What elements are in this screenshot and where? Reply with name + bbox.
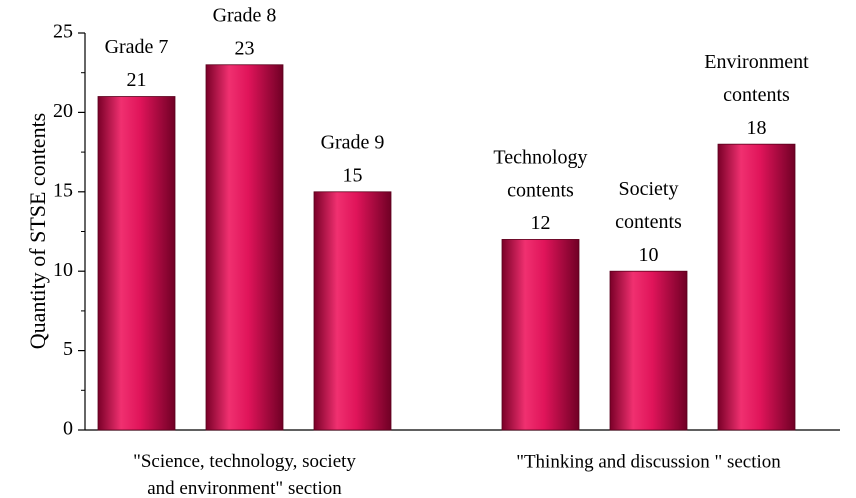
value-label: 10 — [639, 244, 659, 266]
bar — [205, 64, 284, 431]
group-label: "Thinking and discussion " section — [516, 451, 781, 472]
y-tick-label: 10 — [53, 259, 73, 281]
bar-name: Environment contents — [704, 51, 809, 106]
bar — [97, 96, 176, 431]
value-label: 15 — [343, 164, 363, 186]
bar-name: Grade 8 — [213, 4, 277, 26]
y-tick-label: 20 — [53, 100, 73, 122]
value-label: 23 — [235, 37, 255, 59]
y-tick-label: 5 — [63, 338, 73, 360]
bar — [609, 270, 688, 431]
y-tick-label: 15 — [53, 179, 73, 201]
y-tick-label: 0 — [63, 418, 73, 440]
group-label: "Science, technology, society and environ… — [133, 451, 356, 498]
y-axis-label: Quantity of STSE contents — [25, 113, 50, 349]
value-label: 18 — [747, 117, 767, 139]
bar-name: Technology contents — [493, 146, 587, 201]
bar — [717, 143, 796, 431]
value-label: 21 — [127, 69, 147, 91]
bar-name: Grade 9 — [321, 131, 385, 153]
bar-name: Society contents — [615, 178, 682, 233]
bar-name: Grade 7 — [105, 36, 169, 58]
y-tick-label: 25 — [53, 21, 73, 43]
bar — [501, 239, 580, 431]
bar — [313, 191, 392, 431]
value-label: 12 — [531, 212, 551, 234]
